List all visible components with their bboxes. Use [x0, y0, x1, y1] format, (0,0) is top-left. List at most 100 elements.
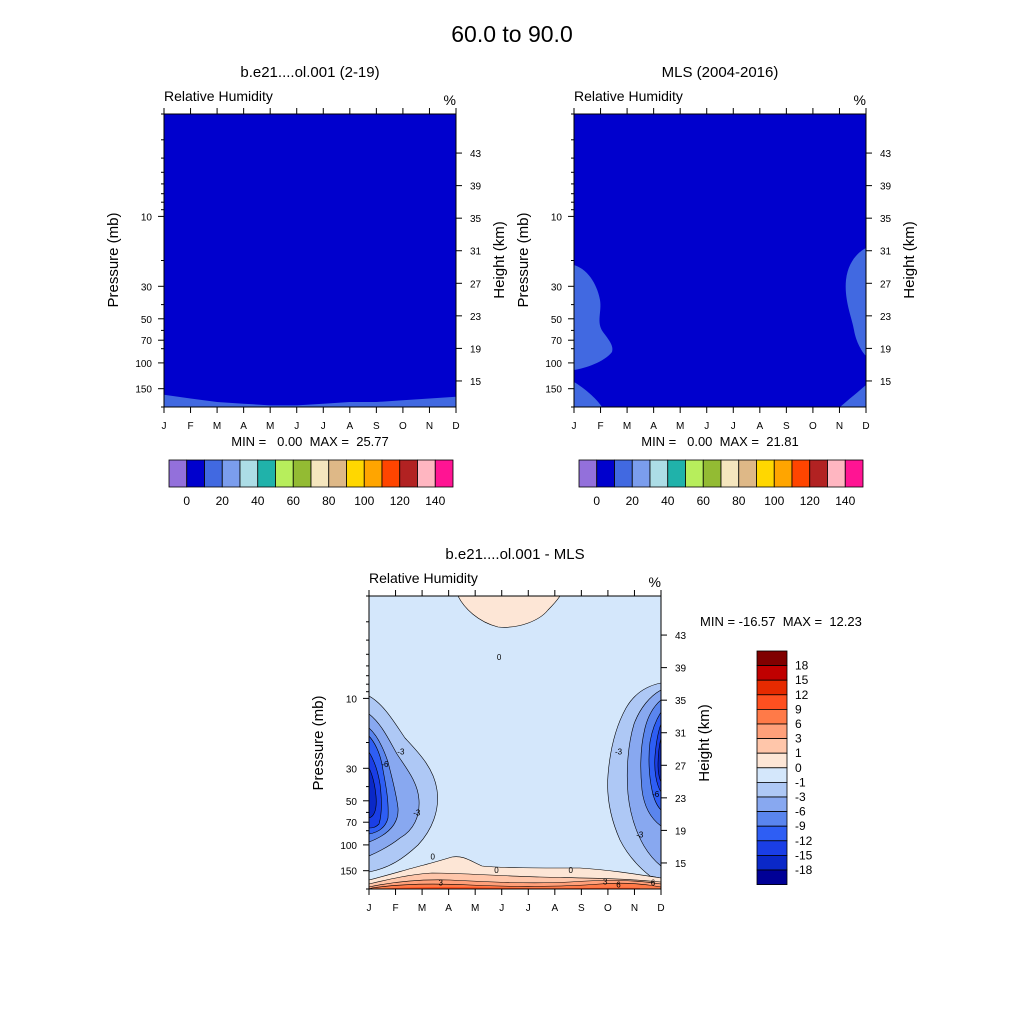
colorbar-label: 140 — [425, 494, 445, 508]
contour-label: 3 — [438, 878, 443, 887]
colorbar-swatch — [756, 459, 775, 488]
y-tick-label: 150 — [340, 867, 357, 878]
right-tick-label: 35 — [880, 214, 892, 225]
colorbar-label: 0 — [183, 494, 190, 508]
x-tick-label: J — [162, 421, 167, 432]
panel-mls-stats: MIN = 0.00 MAX = 21.81 — [641, 434, 799, 449]
colorbar-swatch — [363, 459, 383, 488]
colorbar-swatch — [738, 459, 757, 488]
colorbar-label: 60 — [287, 494, 301, 508]
y-tick-label: 70 — [551, 336, 563, 347]
right-tick-label: 15 — [675, 859, 687, 870]
colorbar-label: 20 — [626, 494, 640, 508]
x-tick-label: M — [266, 421, 274, 432]
colorbar-swatch — [756, 694, 788, 710]
colorbar-label: 40 — [251, 494, 265, 508]
colorbar-swatch — [204, 459, 223, 488]
panel-diff-axes: J F M A M J J A S O N D1030507010015043393531272319… — [340, 590, 687, 914]
colorbar-swatch — [756, 767, 788, 783]
colorbar-swatch — [756, 738, 788, 754]
x-tick-label: F — [392, 903, 398, 914]
mls-field-background — [574, 114, 866, 407]
colorbar-swatch — [773, 459, 793, 488]
right-tick-label: 19 — [880, 344, 892, 355]
x-tick-label: J — [321, 421, 326, 432]
panel-model-colorbar: 0 20 40 60 80 100 120 140 — [168, 459, 454, 508]
right-tick-label: 35 — [470, 214, 482, 225]
x-tick-label: J — [294, 421, 299, 432]
x-tick-label: J — [367, 903, 372, 914]
contour-label: -6 — [381, 760, 389, 769]
colorbar-swatch — [275, 459, 294, 488]
colorbar-swatch — [756, 796, 788, 813]
mls-field-left-moist-region — [574, 265, 613, 370]
colorbar-swatch — [756, 723, 788, 740]
colorbar-swatch — [346, 459, 365, 488]
right-tick-label: 19 — [470, 344, 482, 355]
colorbar-label: -18 — [795, 863, 813, 877]
colorbar-swatch — [756, 709, 788, 725]
panel-diff: b.e21....ol.001 - MLS Relative Humidity … — [310, 546, 862, 914]
x-tick-label: A — [756, 421, 763, 432]
panel-diff-contour-labels: 0-3-6-3-3-6-300 03 3 6 6 — [381, 653, 659, 890]
panel-diff-ylabel-right: Height (km) — [696, 704, 713, 782]
diff-field-left-minus15 — [369, 767, 377, 819]
contour-label: 6 — [651, 878, 656, 887]
y-tick-label: 10 — [551, 212, 563, 223]
colorbar-swatch — [257, 459, 276, 488]
right-tick-label: 43 — [880, 149, 892, 160]
panel-model-axes: J F M A M J J A S O N D 10 30 50 70 100 150 43 39 35 31 27 23 19… — [135, 108, 482, 432]
panel-model-ylabel: Pressure (mb) — [105, 212, 122, 307]
colorbar-swatch — [292, 459, 312, 488]
right-tick-label: 39 — [675, 664, 687, 675]
colorbar-swatch — [578, 459, 598, 488]
colorbar-swatch — [631, 459, 651, 488]
colorbar-swatch — [827, 459, 846, 488]
colorbar-label: 0 — [795, 761, 802, 775]
panel-diff-units: % — [649, 574, 661, 590]
contour-label: 0 — [494, 866, 499, 875]
colorbar-swatch — [756, 782, 788, 798]
y-tick-label: 70 — [346, 818, 358, 829]
colorbar-label: -15 — [795, 848, 813, 862]
mls-field-bottom-left-region — [574, 382, 602, 407]
contour-label: 0 — [569, 866, 574, 875]
x-tick-label: M — [676, 421, 684, 432]
y-tick-label: 150 — [545, 385, 562, 396]
x-tick-label: S — [578, 903, 585, 914]
panel-model-title: b.e21....ol.001 (2-19) — [240, 64, 379, 81]
colorbar-swatch — [809, 459, 828, 488]
x-tick-label: D — [862, 421, 869, 432]
colorbar-label: 18 — [795, 659, 809, 673]
colorbar-label: 100 — [764, 494, 784, 508]
colorbar-swatch — [614, 459, 633, 488]
panel-diff-ylabel: Pressure (mb) — [310, 695, 327, 790]
panel-diff-stats: MIN = -16.57 MAX = 12.23 — [700, 614, 862, 629]
colorbar-swatch — [756, 650, 788, 667]
colorbar-label: 15 — [795, 673, 809, 687]
panel-mls-field — [574, 114, 866, 407]
x-tick-label: J — [731, 421, 736, 432]
panel-mls: MLS (2004-2016) Relative Humidity % J F M A… — [515, 64, 918, 508]
right-tick-label: 43 — [675, 631, 687, 642]
colorbar-swatch — [756, 855, 788, 871]
x-tick-label: J — [572, 421, 577, 432]
x-tick-label: N — [836, 421, 843, 432]
y-tick-label: 70 — [141, 336, 153, 347]
colorbar-swatch — [667, 459, 686, 488]
contour-label: -6 — [652, 790, 660, 799]
colorbar-swatch — [399, 459, 418, 488]
contour-label: -3 — [615, 747, 623, 756]
x-tick-label: O — [399, 421, 407, 432]
colorbar-label: -12 — [795, 834, 813, 848]
colorbar-swatch — [649, 459, 669, 488]
colorbar-label: 3 — [795, 732, 802, 746]
x-tick-label: M — [213, 421, 221, 432]
x-tick-label: N — [426, 421, 433, 432]
right-tick-label: 23 — [880, 312, 892, 323]
panel-diff-field — [369, 596, 661, 889]
panel-diff-variable-label: Relative Humidity — [369, 570, 478, 586]
colorbar-label: 120 — [390, 494, 410, 508]
y-tick-label: 50 — [551, 315, 563, 326]
